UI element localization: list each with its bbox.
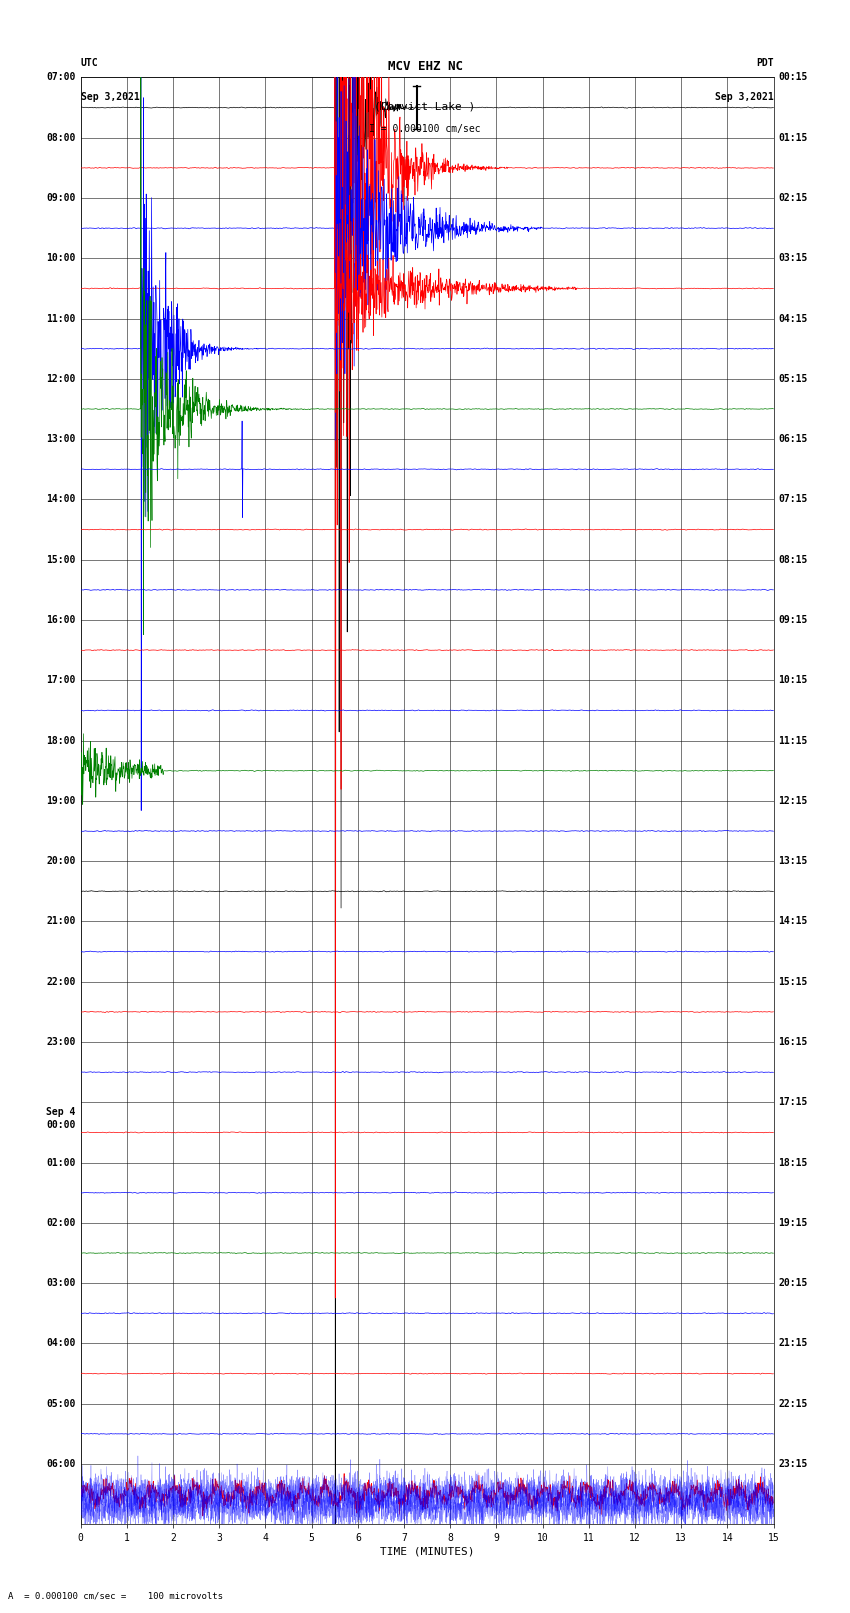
Text: 18:15: 18:15 <box>779 1158 808 1168</box>
Text: 01:00: 01:00 <box>46 1158 76 1168</box>
Text: 12:00: 12:00 <box>46 374 76 384</box>
Text: 00:15: 00:15 <box>779 73 808 82</box>
Text: 16:15: 16:15 <box>779 1037 808 1047</box>
Text: 08:15: 08:15 <box>779 555 808 565</box>
Text: 13:15: 13:15 <box>779 857 808 866</box>
Text: 03:15: 03:15 <box>779 253 808 263</box>
Text: 20:15: 20:15 <box>779 1277 808 1289</box>
Text: 18:00: 18:00 <box>46 736 76 745</box>
Text: 14:00: 14:00 <box>46 495 76 505</box>
Text: 05:00: 05:00 <box>46 1398 76 1408</box>
Text: 17:00: 17:00 <box>46 676 76 686</box>
Text: I = 0.000100 cm/sec: I = 0.000100 cm/sec <box>369 124 481 134</box>
Text: MCV EHZ NC: MCV EHZ NC <box>388 60 462 73</box>
Text: 22:15: 22:15 <box>779 1398 808 1408</box>
Text: Sep 4: Sep 4 <box>46 1107 76 1118</box>
Text: 04:15: 04:15 <box>779 313 808 324</box>
Text: A  = 0.000100 cm/sec =    100 microvolts: A = 0.000100 cm/sec = 100 microvolts <box>8 1590 224 1600</box>
Text: 09:00: 09:00 <box>46 194 76 203</box>
Text: 12:15: 12:15 <box>779 795 808 806</box>
Text: 21:15: 21:15 <box>779 1339 808 1348</box>
Text: 14:15: 14:15 <box>779 916 808 926</box>
Text: 20:00: 20:00 <box>46 857 76 866</box>
Text: 04:00: 04:00 <box>46 1339 76 1348</box>
Text: 23:15: 23:15 <box>779 1460 808 1469</box>
Text: Sep 3,2021: Sep 3,2021 <box>81 92 139 102</box>
Text: UTC: UTC <box>81 58 99 68</box>
Text: 09:15: 09:15 <box>779 615 808 624</box>
Text: 22:00: 22:00 <box>46 977 76 987</box>
Text: 10:15: 10:15 <box>779 676 808 686</box>
Text: PDT: PDT <box>756 58 774 68</box>
Text: 17:15: 17:15 <box>779 1097 808 1107</box>
Text: 15:00: 15:00 <box>46 555 76 565</box>
Text: 06:15: 06:15 <box>779 434 808 444</box>
Text: 11:00: 11:00 <box>46 313 76 324</box>
Text: 07:00: 07:00 <box>46 73 76 82</box>
Text: 11:15: 11:15 <box>779 736 808 745</box>
Text: 19:00: 19:00 <box>46 795 76 806</box>
Text: 03:00: 03:00 <box>46 1277 76 1289</box>
Text: 05:15: 05:15 <box>779 374 808 384</box>
Text: 02:15: 02:15 <box>779 194 808 203</box>
Text: 15:15: 15:15 <box>779 977 808 987</box>
Text: 19:15: 19:15 <box>779 1218 808 1227</box>
Text: 21:00: 21:00 <box>46 916 76 926</box>
Text: 02:00: 02:00 <box>46 1218 76 1227</box>
Text: 08:00: 08:00 <box>46 132 76 142</box>
Text: 01:15: 01:15 <box>779 132 808 142</box>
Text: 23:00: 23:00 <box>46 1037 76 1047</box>
Text: 00:00: 00:00 <box>46 1119 76 1131</box>
Text: 07:15: 07:15 <box>779 495 808 505</box>
Text: 16:00: 16:00 <box>46 615 76 624</box>
Text: 06:00: 06:00 <box>46 1460 76 1469</box>
Text: (Convict Lake ): (Convict Lake ) <box>374 102 476 111</box>
Text: 13:00: 13:00 <box>46 434 76 444</box>
Text: 10:00: 10:00 <box>46 253 76 263</box>
X-axis label: TIME (MINUTES): TIME (MINUTES) <box>380 1547 474 1557</box>
Text: Sep 3,2021: Sep 3,2021 <box>715 92 774 102</box>
